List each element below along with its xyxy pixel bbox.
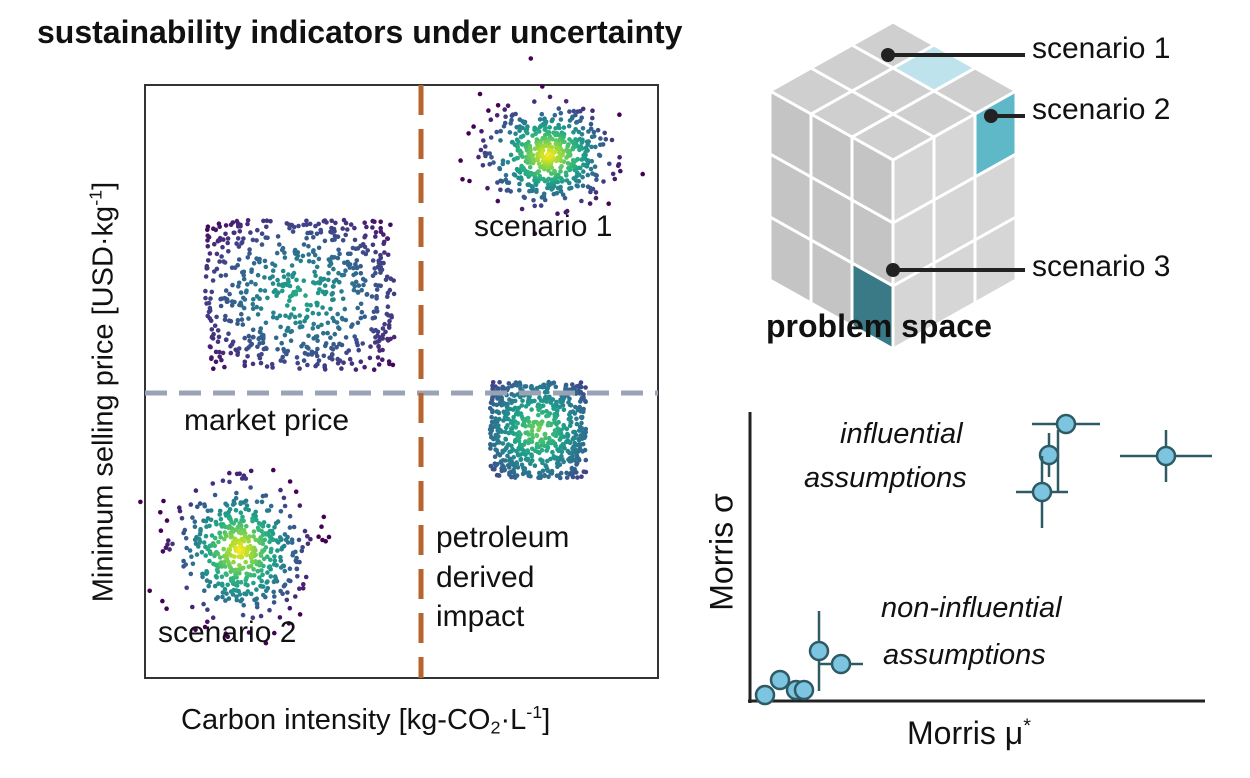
cloud-scenario-1: [458, 56, 645, 236]
morris-point: [808, 611, 830, 691]
morris-point: [1032, 413, 1100, 435]
noninfluential-label-line1: non-influential: [881, 592, 1062, 624]
pointer-dot-scenario-2: [984, 109, 998, 123]
influential-label-line1: influential: [840, 418, 963, 450]
morris-axes: [748, 412, 1205, 703]
cloud-lower-right: [487, 379, 589, 481]
problem-space-caption: problem space: [766, 308, 992, 344]
cube-scenario-2-label: scenario 2: [1032, 93, 1171, 126]
morris-point: [1038, 433, 1060, 477]
cube-scenario-1-label: scenario 1: [1032, 32, 1171, 65]
petroleum-label-line2: derived: [436, 561, 535, 594]
petroleum-label-line1: petroleum: [436, 521, 570, 554]
cube-left-cell: [768, 214, 813, 306]
cube-scenario-3-label: scenario 3: [1032, 250, 1171, 283]
cube-pointers: [881, 48, 1025, 277]
cloud-scenario-2: [138, 467, 332, 646]
morris-y-axis-label: Morris σ: [703, 493, 740, 611]
influential-label-line2: assumptions: [804, 462, 967, 494]
problem-space-cube: [766, 20, 1020, 352]
scenario-1-cloud-label: scenario 1: [474, 210, 613, 243]
cube-right-cell: [973, 214, 1018, 306]
scatter-x-axis-label: Carbon intensity [kg-CO2·L-1]: [181, 702, 551, 738]
scatter-clouds: [138, 56, 645, 646]
morris-points: [754, 413, 1212, 706]
noninfluential-label-line2: assumptions: [883, 639, 1046, 671]
morris-point: [1016, 456, 1068, 528]
morris-point: [819, 653, 863, 675]
morris-point: [793, 679, 815, 701]
cube-cell-scenario-3: [850, 260, 895, 352]
morris-point: [769, 669, 791, 691]
scatter-frame: [144, 84, 659, 679]
pointer-dot-scenario-1: [881, 48, 895, 62]
market-price-label: market price: [184, 404, 350, 437]
scenario-2-cloud-label: scenario 2: [158, 616, 297, 649]
morris-x-axis-label: Morris μ*: [907, 715, 1031, 751]
scatter-y-axis-label: Minimum selling price [USD·kg-1]: [85, 181, 120, 603]
morris-point: [1120, 430, 1212, 482]
morris-point: [754, 684, 776, 706]
cloud-upper-left: [203, 217, 397, 373]
pointer-dot-scenario-3: [886, 263, 900, 277]
figure-title: sustainability indicators under uncertai…: [37, 14, 683, 50]
petroleum-label-line3: impact: [436, 600, 525, 633]
